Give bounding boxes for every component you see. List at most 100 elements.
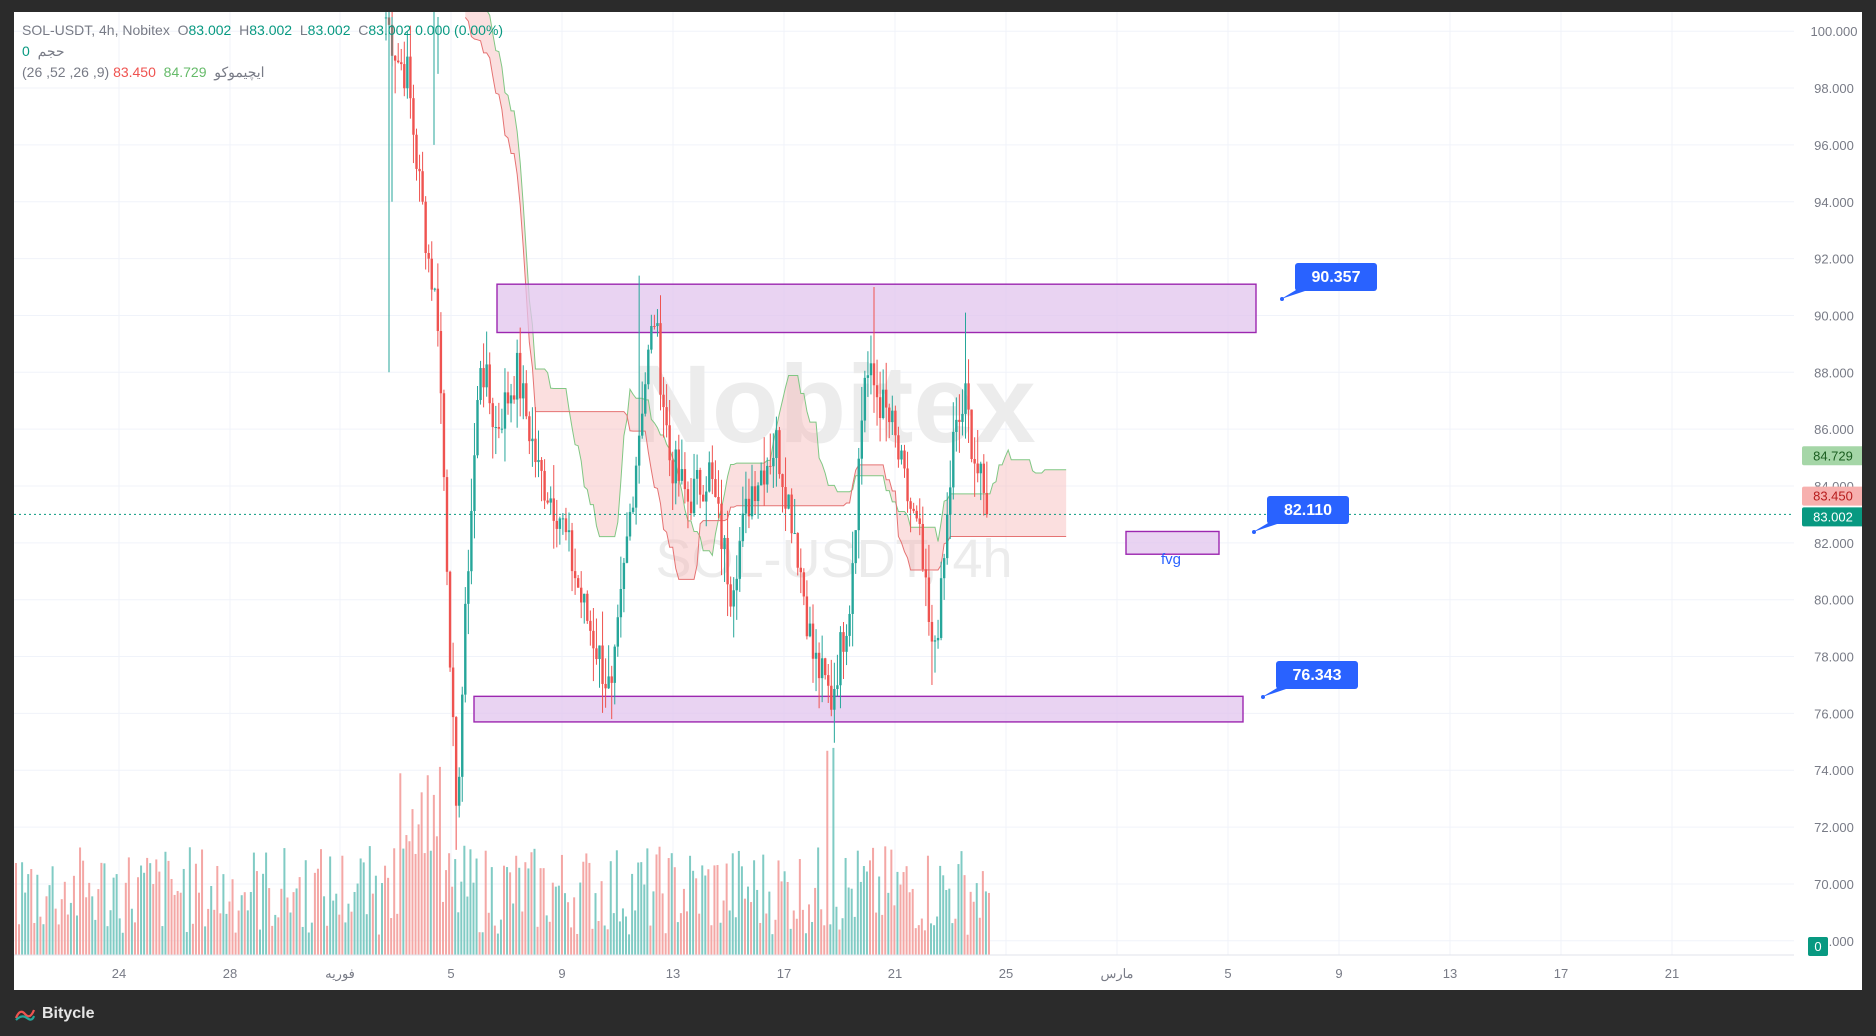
volume-bar (399, 773, 402, 955)
candle-body (653, 325, 656, 327)
callout-box (1267, 496, 1349, 524)
price-chart[interactable]: Nobitex SOL-USDT, 4h 90.35782.11076.343f… (14, 12, 1862, 990)
volume-bar (252, 852, 255, 955)
candle-body (448, 571, 452, 668)
volume-bar (45, 896, 48, 955)
volume-bar (692, 870, 695, 955)
candle-body (952, 431, 955, 488)
volume-bar (966, 934, 969, 955)
ichimoku-cloud-area (465, 12, 1067, 580)
candle-body (634, 465, 638, 508)
candle-body (863, 377, 867, 421)
volume-bar (88, 882, 91, 955)
volume-bar (865, 871, 868, 955)
volume-bar (917, 925, 920, 955)
volume-bar (204, 926, 207, 955)
volume-bar (570, 927, 573, 955)
candle-body (604, 683, 607, 689)
volume-bar (740, 866, 743, 955)
volume-bar (280, 888, 283, 955)
candle-body (732, 590, 735, 607)
volume-bar (408, 841, 411, 955)
volume-bar (594, 893, 597, 955)
volume-bar (661, 893, 664, 955)
volume-bar (743, 898, 746, 955)
candle-body (741, 513, 745, 542)
volume-bar (777, 860, 780, 955)
footer-brand[interactable]: Bitycle (14, 1005, 94, 1023)
volume-bar (432, 794, 435, 955)
candle-body (555, 520, 558, 529)
volume-bar (393, 848, 396, 955)
candle-body (424, 201, 427, 253)
volume-bar (859, 881, 862, 955)
volume-bar (320, 849, 322, 955)
volume-bar (353, 891, 356, 955)
volume-bar (246, 910, 249, 955)
legend-l-label: L (299, 22, 308, 38)
volume-bar (695, 878, 698, 955)
volume-bar (609, 861, 612, 955)
candle-body (506, 392, 510, 404)
candle-body (512, 395, 516, 400)
candle-body (525, 383, 528, 417)
ichimoku-cloud (464, 12, 1067, 580)
candle-body (601, 645, 604, 684)
volume-bar (926, 855, 929, 955)
candle-body (759, 470, 763, 486)
volume-bar (560, 854, 563, 955)
candle-body (839, 632, 842, 686)
legend-change: 0.000 (0.00%) (415, 22, 504, 38)
callout-value: 90.357 (1312, 269, 1361, 286)
volume-bar (240, 895, 243, 955)
legend-volume-value: 0 (22, 43, 30, 59)
volume-bar (612, 913, 615, 955)
x-tick-label: 17 (777, 966, 791, 981)
volume-bar (884, 846, 887, 955)
volume-bar (30, 869, 33, 955)
volume-bar (243, 892, 246, 955)
x-tick-label: 13 (1443, 966, 1457, 981)
volume-bar (567, 902, 570, 955)
volume-bar (396, 913, 399, 955)
volume-bar (801, 909, 804, 955)
volume-bar (731, 853, 734, 955)
candle-body (616, 617, 619, 647)
volume-bar (152, 884, 155, 955)
candle-body (586, 593, 589, 621)
price-axis[interactable]: 100.000 98.000 96.000 94.000 92.000 90.000 88.… (1802, 24, 1862, 956)
candle-body (763, 470, 766, 485)
volume-bar (774, 919, 777, 955)
price-tag-span_a (1802, 446, 1862, 466)
volume-bar (707, 869, 710, 955)
volume-bar (704, 875, 707, 955)
candle-body (979, 463, 982, 474)
volume-bar (634, 910, 637, 955)
volume-bar (213, 909, 216, 955)
callouts-layer[interactable]: 90.357 82.110 76.343 fvg (1161, 263, 1377, 699)
candle-body (851, 563, 854, 614)
volume-bar (338, 914, 341, 955)
price-tag-text-span_b: 83.450 (1813, 489, 1853, 504)
candle-body (592, 630, 595, 649)
volume-bar (359, 858, 362, 955)
volume-bar (130, 908, 133, 955)
candle-body (409, 56, 412, 99)
volume-bar (637, 862, 640, 955)
candle-body (689, 501, 693, 514)
candle-body (695, 470, 699, 479)
candle-body (738, 541, 741, 579)
volume-bar (948, 888, 951, 955)
chart-panel[interactable]: Nobitex SOL-USDT, 4h 90.357 82.110 76.343 f… (14, 12, 1862, 990)
candle-body (458, 776, 461, 806)
volume-bar (201, 849, 204, 955)
volume-bar (835, 906, 838, 955)
volume-bar (301, 926, 304, 955)
volume-bar (862, 866, 865, 955)
candle-body (683, 469, 687, 490)
candle-body (433, 288, 436, 290)
volume-bar (457, 912, 460, 955)
watermark-brand: Nobitex (632, 343, 1035, 466)
time-axis[interactable]: 24 28 فوریه 5 9 13 17 21 25 مارس 5 9 13 17 21 (14, 954, 1794, 982)
volume-bar (548, 921, 551, 955)
